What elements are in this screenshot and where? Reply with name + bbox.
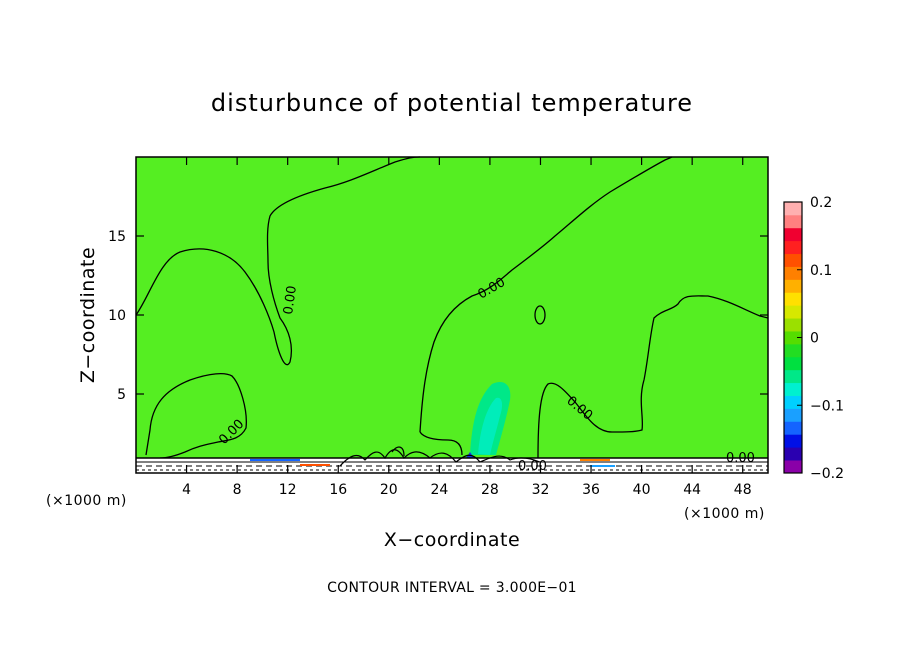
contour-line — [145, 373, 247, 459]
surface-wiggle — [391, 446, 405, 457]
contour-line — [419, 156, 673, 433]
contour-line — [419, 431, 463, 456]
terrain — [136, 446, 768, 473]
colorbar-tick-label: −0.2 — [810, 466, 844, 482]
x-tick-label: 24 — [430, 482, 448, 498]
x-tick-label: 8 — [233, 482, 242, 498]
colorbar-swatch — [784, 421, 802, 435]
colorbar-swatch — [784, 253, 802, 267]
colorbar-swatch — [784, 214, 802, 229]
contour-label: 0.00 — [281, 285, 300, 316]
x-tick-label: 44 — [683, 482, 701, 498]
colorbar-swatch — [784, 460, 802, 474]
colorbar-swatch — [784, 382, 802, 396]
y-axis-label: Z−coordinate — [77, 247, 99, 383]
contour-label: 0.00 — [726, 451, 755, 466]
contour-line — [534, 305, 546, 325]
x-unit-label-right: (×1000 m) — [684, 506, 765, 522]
colorbar-swatch — [784, 266, 802, 280]
y-tick-label: 10 — [108, 308, 126, 324]
plot-area: 0.00 0.00 0.00 0.00 0.00 0.00 — [135, 156, 769, 474]
colorbar-tick-label: 0.1 — [810, 263, 832, 279]
colorbar-swatch — [784, 331, 802, 345]
x-tick-label: 4 — [182, 482, 191, 498]
negative-plume-core — [478, 397, 503, 455]
colorbar-swatch — [784, 305, 802, 319]
colorbar-swatch — [784, 240, 802, 255]
x-tick-label: 48 — [734, 482, 752, 498]
contour-interval-text: CONTOUR INTERVAL = 3.000E−01 — [327, 580, 577, 596]
field-background — [136, 157, 768, 473]
x-unit-label-left: (×1000 m) — [46, 493, 127, 509]
chart-title: disturbunce of potential temperature — [211, 89, 693, 117]
y-axis: 5 10 15 — [108, 229, 768, 403]
colorbar-swatch — [784, 434, 802, 448]
contour-line — [537, 295, 769, 459]
colorbar-swatch — [784, 343, 802, 358]
colorbar-tick-label: 0 — [810, 331, 819, 347]
x-tick-label: 12 — [279, 482, 297, 498]
y-tick-label: 15 — [108, 229, 126, 245]
colorbar-tick-label: 0.2 — [810, 195, 832, 211]
y-tick-label: 5 — [117, 387, 126, 403]
x-tick-label: 16 — [329, 482, 347, 498]
colorbar-swatch — [784, 202, 802, 216]
colorbar-swatch — [784, 356, 802, 371]
colorbar-swatch — [784, 408, 802, 422]
colorbar-swatch — [784, 279, 802, 293]
colorbar-swatch — [784, 292, 802, 306]
colorbar-swatch — [784, 227, 802, 242]
colorbar-swatch — [784, 369, 802, 384]
surface-wiggle — [339, 449, 541, 467]
colorbar-tick-label: −0.1 — [810, 398, 844, 414]
colorbar-swatch — [784, 447, 802, 461]
contour-lines — [135, 156, 769, 459]
colorbar-swatch — [784, 395, 802, 409]
x-tick-label: 40 — [633, 482, 651, 498]
contour-line — [135, 156, 421, 366]
contour-label: 0.00 — [518, 459, 547, 474]
x-tick-label: 28 — [481, 482, 499, 498]
x-tick-label: 20 — [380, 482, 398, 498]
colorbar: 0.2 0.1 0 −0.1 −0.2 — [783, 195, 844, 482]
colorbar-swatch — [784, 318, 802, 332]
x-axis: 4 8 12 16 20 24 28 32 36 40 44 48 — [182, 157, 752, 498]
x-axis-label: X−coordinate — [384, 529, 520, 551]
x-tick-label: 36 — [582, 482, 600, 498]
x-tick-label: 32 — [532, 482, 550, 498]
